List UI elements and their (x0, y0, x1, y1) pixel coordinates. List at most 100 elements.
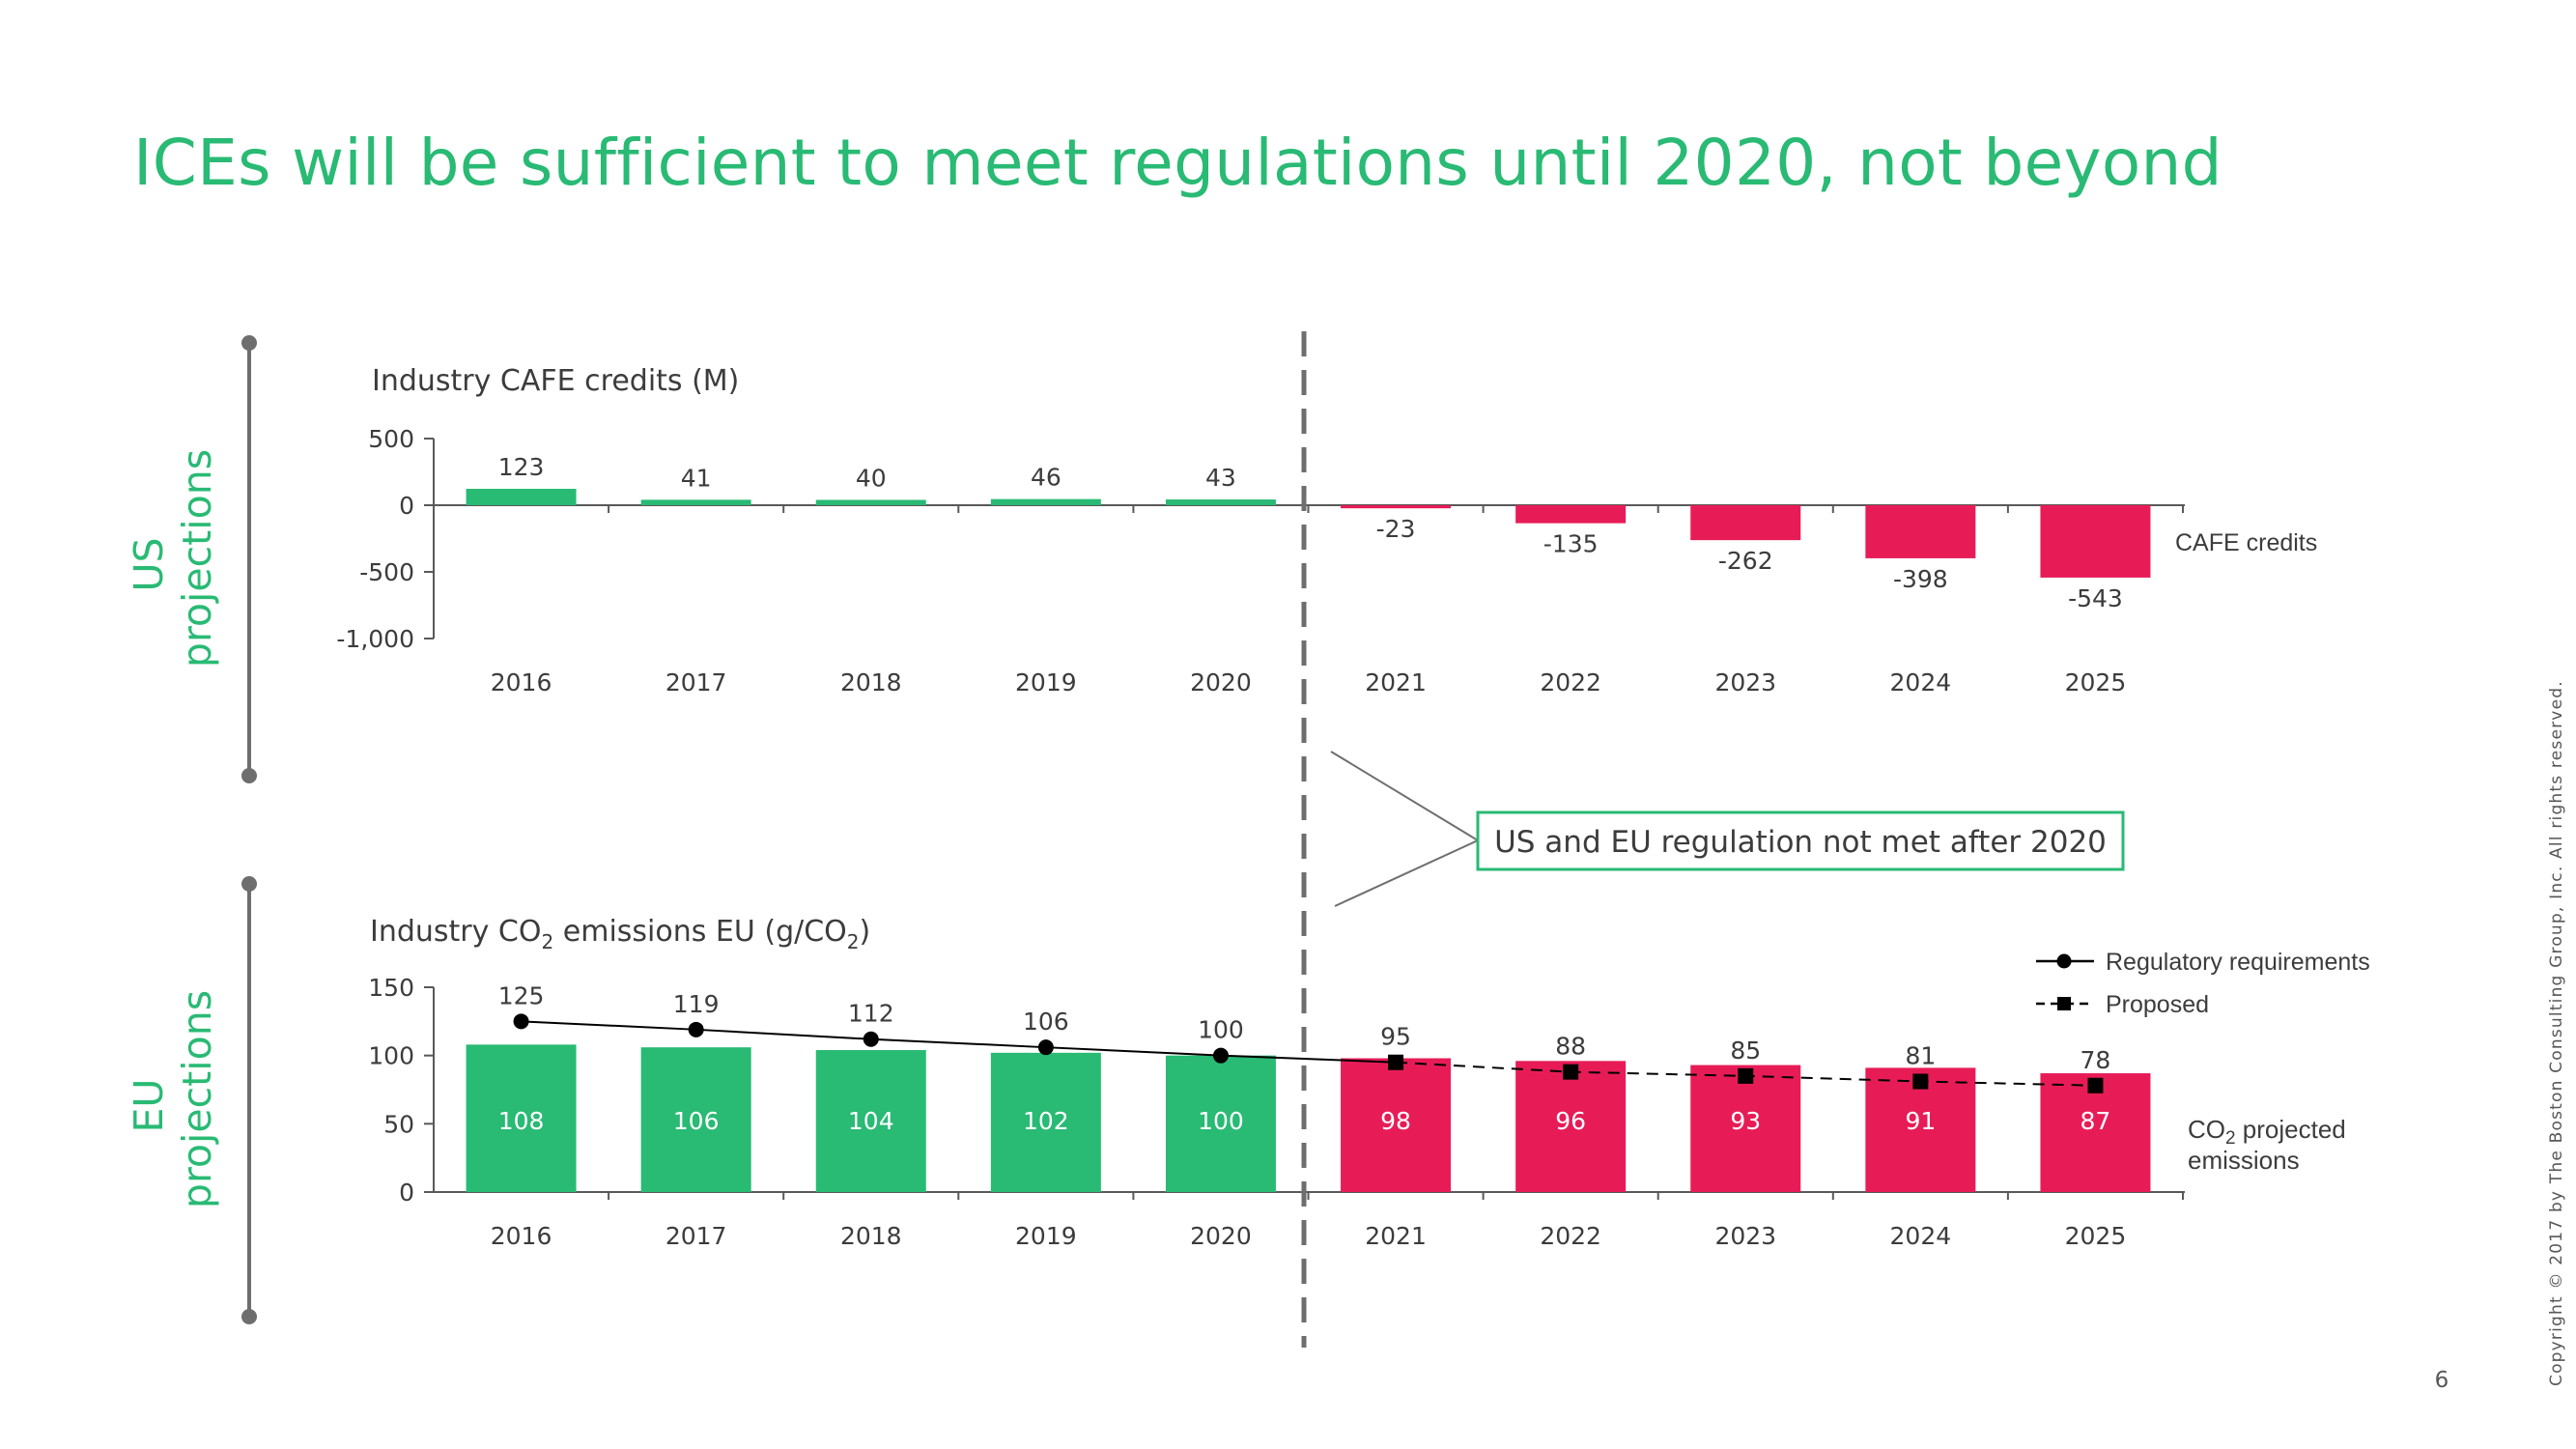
us-bar (815, 499, 926, 505)
callout-text: US and EU regulation not met after 2020 (1494, 825, 2107, 860)
eu-x-tick-label: 2016 (491, 1222, 552, 1250)
eu-x-tick-label: 2020 (1190, 1222, 1252, 1250)
line-value-label: 112 (848, 1000, 894, 1028)
us-x-tick-label: 2023 (1714, 668, 1776, 696)
us-bar (990, 498, 1101, 505)
eu-chart-title: Industry CO2 emissions EU (g/CO2) (370, 915, 870, 953)
line-value-label: 106 (1023, 1008, 1069, 1036)
legend-item-regulatory: Regulatory requirements (2036, 949, 2370, 976)
eu-x-tick-label: 2018 (840, 1222, 902, 1250)
us-section-label: US projections (126, 449, 220, 668)
us-x-tick-label: 2022 (1540, 668, 1601, 696)
legend-item-proposed: Proposed (2036, 991, 2209, 1018)
line-value-label: 85 (1730, 1037, 1761, 1065)
eu-bracket (241, 876, 257, 1324)
us-bar-value-label: -135 (1543, 530, 1599, 558)
us-series-label: CAFE credits (2175, 529, 2317, 556)
line-value-label: 100 (1198, 1016, 1244, 1044)
us-bar-value-label: 41 (681, 464, 712, 492)
us-y-tick-label: 0 (399, 492, 414, 520)
us-bar-value-label: -543 (2068, 584, 2123, 612)
line-value-label: 95 (1380, 1023, 1411, 1051)
us-bracket (241, 335, 257, 783)
line-value-label: 125 (498, 981, 545, 1009)
line-value-label: 119 (673, 990, 720, 1018)
regulatory-marker (688, 1021, 704, 1037)
us-bar (2040, 505, 2151, 578)
eu-bar-value-label: 102 (1023, 1107, 1069, 1135)
us-chart-title: Industry CAFE credits (M) (372, 364, 739, 398)
eu-bar (990, 1052, 1101, 1192)
us-bar (1515, 505, 1627, 524)
eu-y-tick-label: 100 (368, 1042, 414, 1070)
us-bar-value-label: 43 (1205, 464, 1236, 492)
eu-x-tick-label: 2019 (1015, 1222, 1077, 1250)
us-x-tick-label: 2019 (1015, 668, 1077, 696)
eu-x-tick-label: 2024 (1890, 1222, 1952, 1250)
us-y-tick-label: -500 (359, 558, 414, 586)
eu-y-tick-label: 0 (399, 1179, 414, 1207)
page-number: 6 (2435, 1368, 2449, 1393)
eu-x-tick-label: 2022 (1540, 1222, 1601, 1250)
eu-bar-value-label: 93 (1730, 1107, 1761, 1135)
eu-y-tick-label: 50 (383, 1110, 414, 1138)
eu-bar (1515, 1061, 1627, 1192)
callout: US and EU regulation not met after 2020 (1330, 751, 2125, 907)
eu-x-tick-label: 2017 (665, 1222, 727, 1250)
us-x-tick-label: 2021 (1365, 668, 1427, 696)
us-bar (1690, 505, 1801, 541)
eu-series-label: CO2 projected emissions (2188, 1115, 2353, 1175)
eu-bar (1165, 1055, 1276, 1192)
us-y-tick-label: -1,000 (336, 625, 414, 653)
us-y-tick-label: 500 (368, 425, 414, 453)
us-x-tick-label: 2018 (840, 668, 902, 696)
line-value-label: 78 (2081, 1046, 2111, 1074)
us-cafe-chart: 500 0 -500 -1,000 123 2016 41 2017 40 2018 46 2019 4… (336, 425, 2185, 696)
us-bar (640, 499, 751, 505)
us-bar (1165, 499, 1276, 505)
eu-bar (1341, 1058, 1452, 1192)
us-x-tick-label: 2017 (665, 668, 727, 696)
eu-bar-value-label: 87 (2081, 1107, 2111, 1135)
legend-label-proposed: Proposed (2106, 991, 2209, 1018)
us-bar (1341, 505, 1452, 509)
regulatory-marker (1212, 1047, 1229, 1064)
eu-emissions-chart: 150 100 50 0 108 2016 106 2017 104 2018 102 2019 100… (368, 974, 2185, 1250)
page-title: ICEs will be sufficient to meet regulati… (133, 126, 2222, 200)
us-bar-value-label: -262 (1718, 547, 1773, 575)
line-value-label: 81 (1905, 1042, 1936, 1070)
us-bar-value-label: -398 (1893, 565, 1948, 593)
us-x-tick-label: 2016 (491, 668, 552, 696)
regulatory-marker (513, 1013, 529, 1030)
regulatory-line (521, 1020, 1397, 1064)
regulatory-marker (1037, 1039, 1054, 1056)
us-bar-value-label: 123 (498, 453, 545, 481)
callout-box (1476, 810, 2125, 871)
eu-section-label: EU projections (126, 990, 220, 1208)
eu-bar (1690, 1065, 1801, 1192)
eu-bar-value-label: 91 (1905, 1107, 1936, 1135)
eu-bar-value-label: 98 (1380, 1107, 1411, 1135)
eu-x-tick-label: 2025 (2065, 1222, 2127, 1250)
us-bar (466, 489, 577, 505)
eu-bar-value-label: 100 (1198, 1107, 1244, 1135)
line-value-label: 88 (1555, 1033, 1586, 1061)
eu-bar-value-label: 104 (848, 1107, 894, 1135)
eu-y-tick-label: 150 (368, 974, 414, 1002)
us-bar-value-label: -23 (1376, 515, 1416, 543)
copyright-notice: Copyright © 2017 by The Boston Consultin… (2547, 680, 2566, 1386)
us-bar-value-label: 40 (856, 464, 887, 492)
eu-bar-value-label: 106 (673, 1107, 720, 1135)
eu-x-tick-label: 2021 (1365, 1222, 1427, 1250)
us-x-tick-label: 2024 (1890, 668, 1952, 696)
eu-bar (815, 1050, 926, 1192)
regulatory-marker (863, 1031, 879, 1047)
proposed-marker (1912, 1073, 1929, 1090)
eu-bar-value-label: 96 (1555, 1107, 1586, 1135)
proposed-marker (1388, 1054, 1404, 1070)
callout-pointer (1330, 751, 1481, 907)
us-x-tick-label: 2025 (2065, 668, 2127, 696)
proposed-marker (1738, 1067, 1754, 1084)
us-bar (1865, 505, 1976, 558)
